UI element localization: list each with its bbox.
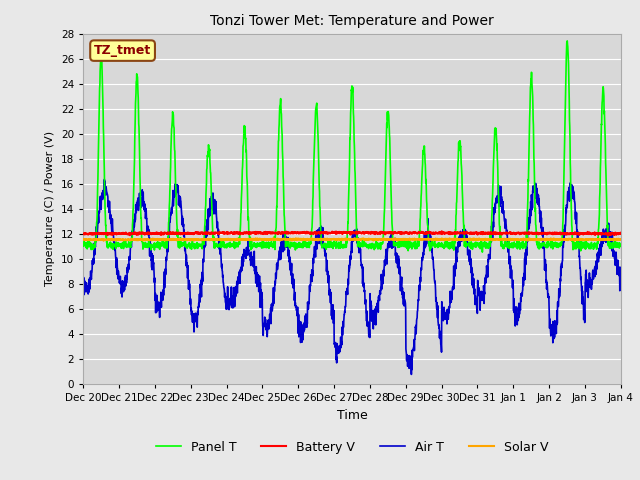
Y-axis label: Temperature (C) / Power (V): Temperature (C) / Power (V) bbox=[45, 131, 56, 287]
Legend: Panel T, Battery V, Air T, Solar V: Panel T, Battery V, Air T, Solar V bbox=[150, 436, 554, 459]
Battery V bbox=[438, 228, 445, 234]
Battery V bbox=[367, 229, 375, 235]
Panel T bbox=[585, 244, 593, 250]
Solar V bbox=[617, 237, 625, 242]
Air T bbox=[408, 372, 415, 377]
Solar V bbox=[380, 236, 387, 242]
Solar V bbox=[380, 235, 387, 241]
Solar V bbox=[100, 238, 108, 244]
Panel T bbox=[379, 239, 387, 244]
Panel T bbox=[508, 240, 516, 246]
Air T bbox=[570, 196, 577, 202]
X-axis label: Time: Time bbox=[337, 408, 367, 421]
Panel T bbox=[563, 38, 571, 44]
Battery V bbox=[508, 231, 516, 237]
Battery V bbox=[617, 230, 625, 236]
Air T bbox=[230, 296, 237, 302]
Line: Panel T: Panel T bbox=[83, 41, 621, 252]
Battery V bbox=[79, 231, 87, 237]
Line: Solar V: Solar V bbox=[83, 238, 621, 241]
Battery V bbox=[379, 230, 387, 236]
Air T bbox=[368, 318, 376, 324]
Battery V bbox=[605, 233, 612, 239]
Air T bbox=[380, 268, 387, 274]
Line: Battery V: Battery V bbox=[83, 231, 621, 236]
Solar V bbox=[230, 237, 237, 242]
Panel T bbox=[229, 243, 237, 249]
Solar V bbox=[570, 236, 577, 242]
Air T bbox=[100, 177, 108, 182]
Panel T bbox=[79, 242, 87, 248]
Solar V bbox=[585, 237, 593, 242]
Panel T bbox=[479, 249, 486, 255]
Text: TZ_tmet: TZ_tmet bbox=[94, 44, 151, 57]
Panel T bbox=[570, 240, 577, 245]
Battery V bbox=[584, 230, 592, 236]
Title: Tonzi Tower Met: Temperature and Power: Tonzi Tower Met: Temperature and Power bbox=[210, 14, 494, 28]
Panel T bbox=[617, 243, 625, 249]
Air T bbox=[617, 264, 625, 270]
Solar V bbox=[368, 237, 376, 242]
Battery V bbox=[570, 230, 577, 236]
Air T bbox=[79, 283, 87, 289]
Air T bbox=[585, 283, 593, 288]
Air T bbox=[509, 285, 516, 290]
Battery V bbox=[229, 230, 237, 236]
Panel T bbox=[367, 241, 375, 247]
Solar V bbox=[79, 236, 87, 242]
Line: Air T: Air T bbox=[83, 180, 621, 374]
Solar V bbox=[509, 236, 516, 242]
